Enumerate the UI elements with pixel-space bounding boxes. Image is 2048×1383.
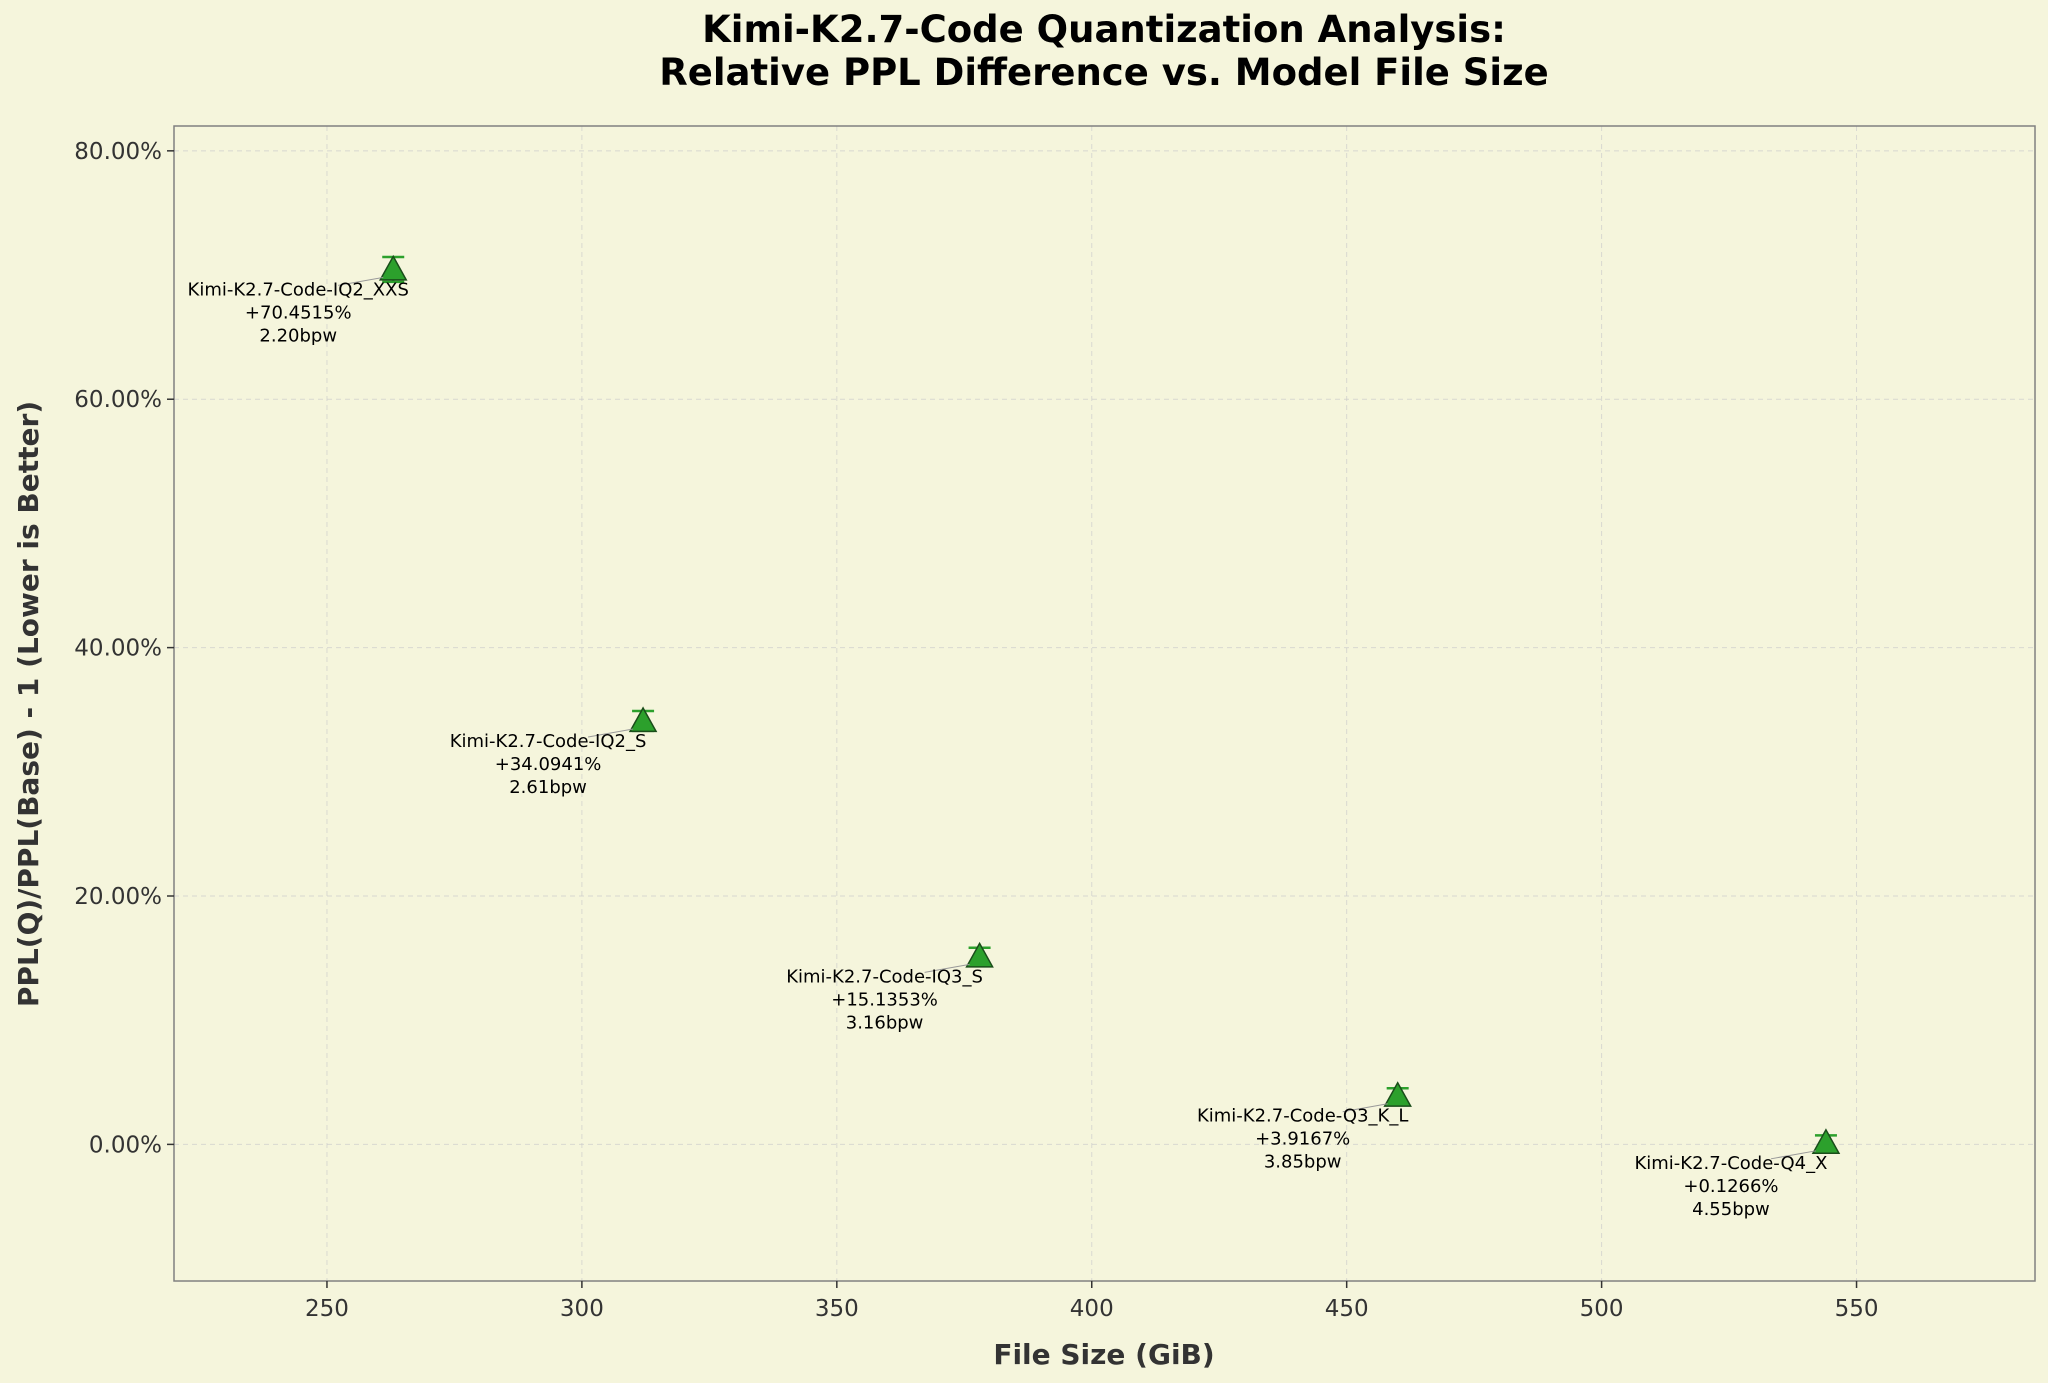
point-annotations: Kimi-K2.7-Code-IQ2_XXS+70.4515%2.20bpw Ki…: [188, 276, 1827, 1220]
chart-title-line-2: Relative PPL Difference vs. Model File S…: [659, 51, 1548, 94]
annotation-leader-line: [924, 963, 970, 973]
chart-title-line-1: Kimi-K2.7-Code Quantization Analysis:: [702, 8, 1506, 51]
x-tick-label: 300: [560, 1296, 604, 1322]
data-points: [378, 254, 1841, 1154]
annotation-leader-line: [338, 276, 384, 286]
x-tick-label: 550: [1835, 1296, 1879, 1322]
y-tick-label: 80.00%: [74, 139, 162, 165]
point-name-label: Kimi-K2.7-Code-IQ2_S: [450, 731, 647, 752]
annotation-leader-line: [587, 728, 634, 738]
point-value-label: +15.1353%: [831, 989, 938, 1010]
x-tick-label: 350: [815, 1296, 859, 1322]
point-bpw-label: 2.20bpw: [259, 325, 337, 346]
axis-ticks: 250 300 350 400 450 500 550 0.00% 20.00% 40.00% 60…: [74, 139, 1878, 1322]
point-name-label: Kimi-K2.7-Code-IQ3_S: [786, 966, 983, 987]
y-axis-label: PPL(Q)/PPL(Base) - 1 (Lower is Better): [12, 401, 45, 1007]
y-tick-label: 60.00%: [74, 387, 162, 413]
point-bpw-label: 3.16bpw: [846, 1012, 924, 1033]
point-bpw-label: 4.55bpw: [1692, 1199, 1770, 1220]
point-value-label: +0.1266%: [1683, 1176, 1778, 1197]
x-tick-label: 450: [1325, 1296, 1369, 1322]
data-point-marker: [378, 254, 408, 281]
data-point-marker: [628, 706, 658, 733]
point-name-label: Kimi-K2.7-Code-IQ2_XXS: [188, 279, 409, 300]
y-tick-label: 0.00%: [89, 1132, 162, 1158]
point-bpw-label: 3.85bpw: [1264, 1152, 1342, 1173]
point-name-label: Kimi-K2.7-Code-Q4_X: [1634, 1153, 1827, 1174]
x-tick-label: 400: [1070, 1296, 1114, 1322]
y-tick-label: 40.00%: [74, 636, 162, 662]
plot-area-frame: [173, 125, 2036, 1282]
data-point-marker: [1811, 1128, 1841, 1154]
x-axis-label: File Size (GiB): [993, 1338, 1214, 1371]
point-bpw-label: 2.61bpw: [509, 777, 587, 798]
point-name-label: Kimi-K2.7-Code-Q3_K_L: [1197, 1106, 1408, 1127]
point-value-label: +3.9167%: [1255, 1129, 1350, 1150]
point-value-label: +34.0941%: [495, 754, 602, 775]
grid-lines: [174, 126, 2035, 1281]
data-point-marker: [1383, 1081, 1412, 1107]
x-tick-label: 250: [305, 1296, 349, 1322]
x-tick-label: 500: [1580, 1296, 1624, 1322]
y-tick-label: 20.00%: [74, 884, 162, 910]
data-point-marker: [965, 941, 994, 968]
annotation-leader-line: [1770, 1150, 1817, 1160]
annotation-leader-line: [1342, 1103, 1388, 1113]
point-value-label: +70.4515%: [245, 302, 352, 323]
